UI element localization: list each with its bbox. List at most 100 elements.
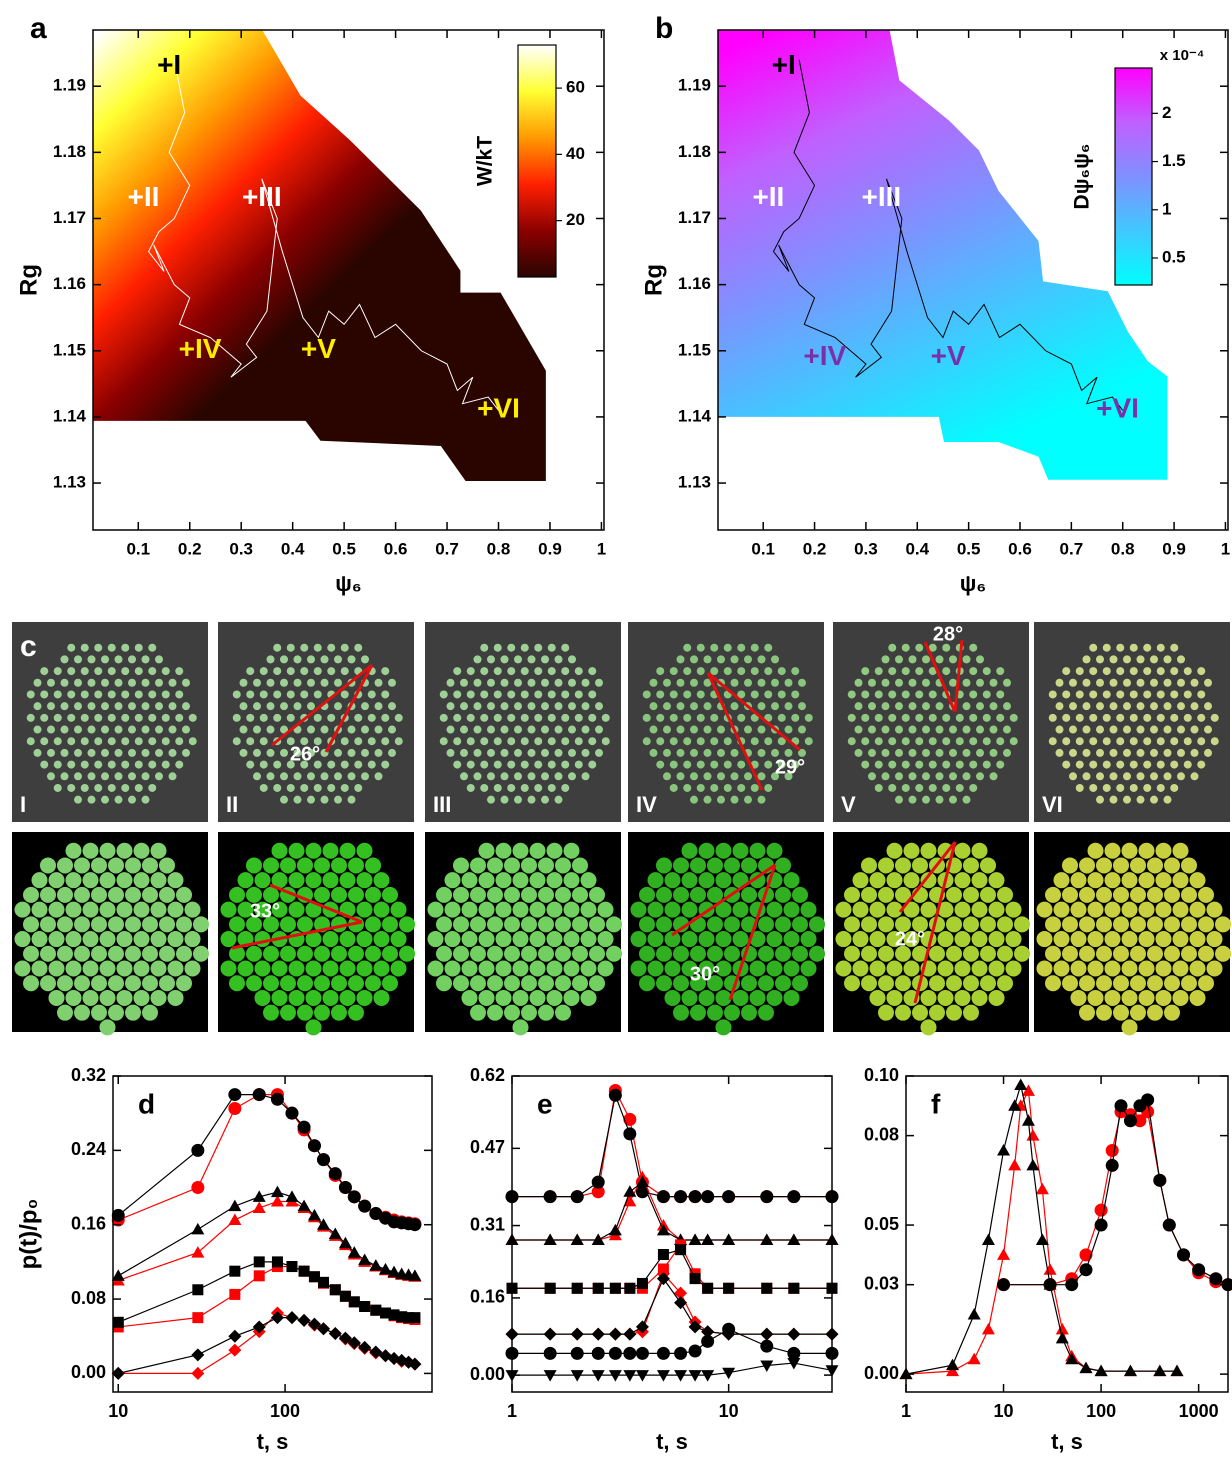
particle	[229, 886, 245, 903]
marker	[656, 1223, 670, 1236]
particle	[504, 886, 520, 903]
marker	[1114, 1099, 1128, 1113]
particle	[656, 886, 672, 903]
particle	[347, 795, 356, 804]
particle	[473, 678, 482, 687]
particle	[529, 989, 546, 1006]
particle	[744, 655, 752, 664]
particle	[730, 702, 739, 711]
particle	[895, 702, 903, 711]
angle-line	[913, 841, 957, 1004]
particle	[874, 713, 883, 722]
particle	[23, 916, 39, 933]
marker	[946, 1358, 960, 1371]
particle	[561, 690, 570, 699]
particle	[116, 842, 133, 859]
particle	[74, 857, 90, 874]
particle	[949, 772, 957, 781]
particle	[495, 842, 512, 859]
particle	[57, 886, 73, 903]
particle	[273, 690, 282, 699]
particle	[48, 931, 65, 948]
particle	[730, 795, 739, 804]
particle	[82, 989, 99, 1006]
particle	[26, 690, 35, 699]
particle	[547, 737, 556, 746]
particle	[717, 725, 725, 734]
angle-line	[923, 641, 957, 713]
particle	[844, 886, 860, 903]
particle	[266, 678, 275, 687]
particle	[976, 702, 984, 711]
marker	[370, 1304, 382, 1316]
particle	[1163, 748, 1172, 757]
particle	[869, 901, 886, 918]
particle	[493, 783, 502, 792]
angle-line	[953, 639, 964, 713]
particle	[723, 760, 732, 769]
particle	[750, 690, 759, 699]
particle	[757, 702, 766, 711]
particle	[710, 667, 719, 676]
particle	[1143, 713, 1152, 722]
particle	[114, 725, 123, 734]
particle	[121, 690, 130, 699]
particle	[390, 901, 407, 918]
particle	[40, 916, 56, 933]
particle	[99, 931, 116, 948]
y-tick-label: 1.14	[53, 406, 87, 425]
particle	[288, 901, 305, 918]
particle	[563, 989, 580, 1006]
particle	[521, 916, 537, 933]
particle	[314, 857, 330, 874]
particle	[696, 643, 705, 652]
particle	[895, 857, 911, 874]
particle	[53, 690, 62, 699]
particle	[563, 931, 580, 948]
particle	[220, 901, 237, 918]
particle	[500, 748, 509, 757]
marker	[1153, 1364, 1167, 1377]
particle	[133, 989, 150, 1006]
particle	[293, 678, 302, 687]
particle	[690, 678, 698, 687]
particle	[314, 945, 330, 962]
particle	[1189, 960, 1206, 977]
x-axis-label: t, s	[257, 1429, 289, 1454]
particle	[94, 667, 103, 676]
particle	[1143, 760, 1152, 769]
particle	[470, 886, 486, 903]
marker	[1035, 1233, 1049, 1245]
panel-label: f	[931, 1088, 941, 1119]
marker	[1123, 1114, 1137, 1128]
particle	[507, 690, 516, 699]
particle	[764, 783, 773, 792]
particle	[288, 960, 305, 977]
particle	[1197, 737, 1206, 746]
particle	[87, 772, 96, 781]
particle	[80, 783, 89, 792]
particle	[305, 842, 322, 859]
particle	[507, 643, 516, 652]
particle	[989, 702, 998, 711]
marker	[191, 1366, 205, 1380]
particle	[928, 690, 937, 699]
particle	[390, 931, 407, 948]
particle	[1062, 713, 1071, 722]
particle	[263, 857, 279, 874]
marker	[307, 1317, 321, 1331]
particle	[142, 916, 158, 933]
state-label: +II	[127, 181, 159, 212]
particle	[453, 975, 469, 992]
y-tick-label: 0.03	[864, 1273, 899, 1293]
particle	[946, 1004, 962, 1021]
particle	[963, 916, 979, 933]
particle	[920, 842, 937, 859]
particle	[878, 945, 894, 962]
particle	[895, 748, 903, 757]
particle	[87, 702, 96, 711]
particle	[963, 1004, 979, 1021]
particle	[388, 702, 396, 711]
marker	[723, 1282, 735, 1294]
particle	[1136, 725, 1145, 734]
